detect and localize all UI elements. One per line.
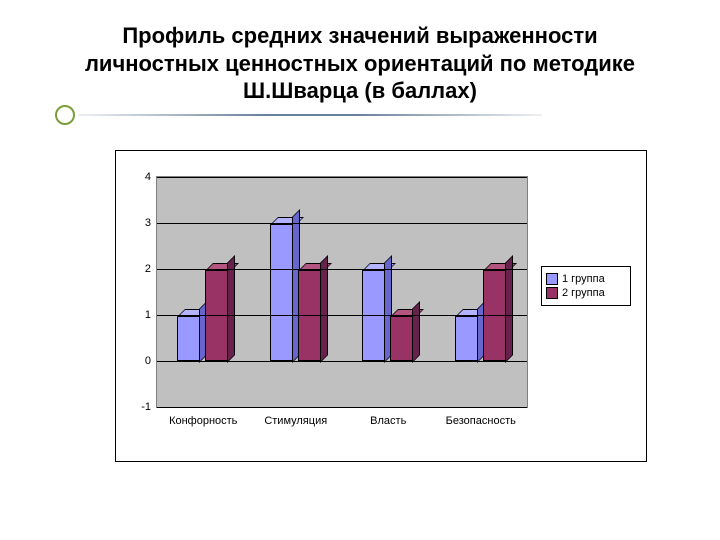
grid-line [157, 177, 527, 178]
title-bullet [55, 105, 75, 125]
y-tick-label: 4 [145, 171, 151, 183]
grid-line [157, 407, 527, 408]
bar [270, 223, 294, 361]
grid-line [157, 361, 527, 362]
bar [455, 315, 479, 361]
grid-line [157, 269, 527, 270]
y-tick-label: 2 [145, 263, 151, 275]
title-underline [78, 114, 542, 116]
bars-layer [157, 177, 527, 407]
legend-item: 2 группа [546, 287, 626, 299]
x-tick-label: Власть [370, 415, 406, 427]
plot-area: -101234КонфорностьСтимуляцияВластьБезопа… [156, 176, 528, 408]
y-tick-label: 1 [145, 309, 151, 321]
legend-item: 1 группа [546, 273, 626, 285]
legend-swatch [546, 273, 558, 285]
bar [390, 315, 414, 361]
legend: 1 группа 2 группа [541, 266, 631, 306]
x-tick-label: Безопасность [446, 415, 516, 427]
legend-label: 1 группа [562, 273, 605, 285]
y-tick-label: 0 [145, 355, 151, 367]
legend-label: 2 группа [562, 287, 605, 299]
chart-title: Профиль средних значений выраженности ли… [60, 22, 660, 105]
chart-container: -1 0 1 2 3 4 Конфорность Стимуляция Власть Безопа… [115, 150, 647, 462]
grid-line [157, 315, 527, 316]
grid-line [157, 223, 527, 224]
x-tick-label: Конфорность [169, 415, 237, 427]
y-tick-label: -1 [141, 401, 151, 413]
legend-swatch [546, 287, 558, 299]
bar [177, 315, 201, 361]
x-tick-label: Стимуляция [264, 415, 327, 427]
y-tick-label: 3 [145, 217, 151, 229]
